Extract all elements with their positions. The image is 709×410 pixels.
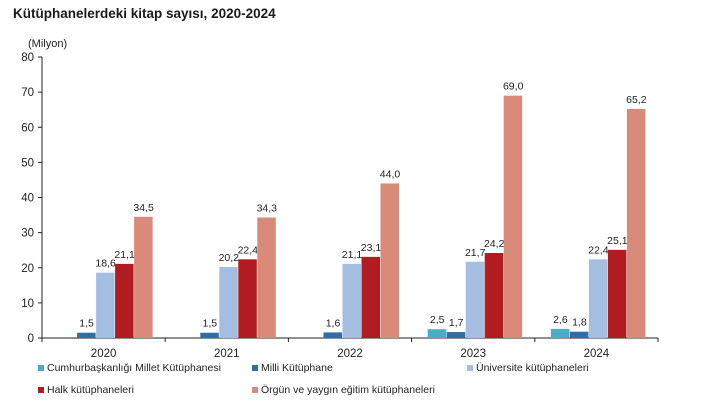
chart-title: Kütüphanelerdeki kitap sayısı, 2020-2024	[13, 6, 276, 21]
legend-item-universite: Üniversite kütüphaneleri	[467, 362, 589, 374]
bar	[96, 272, 115, 338]
x-category-label: 2021	[214, 348, 240, 360]
bar	[323, 332, 342, 338]
legend-swatch-icon	[38, 365, 44, 371]
bar-value-label: 24,2	[484, 238, 505, 250]
bar	[465, 261, 485, 338]
bar	[219, 267, 238, 338]
bar-value-label: 1,5	[202, 318, 217, 330]
bar	[361, 256, 380, 338]
bar-value-label: 21,7	[465, 247, 486, 259]
bar	[134, 216, 153, 338]
bar	[550, 328, 570, 338]
bar-value-label: 2,6	[553, 314, 568, 326]
y-tick-label: 80	[21, 52, 34, 64]
legend-item-orgun: Örgün ve yaygın eğitim kütüphaneleri	[252, 384, 435, 396]
bar-chart: 010203040506070801,518,621,134,520201,52…	[21, 52, 659, 360]
bar-value-label: 20,2	[219, 252, 240, 264]
bar	[588, 259, 608, 338]
bar	[342, 263, 361, 338]
legend-item-milli: Milli Kütüphane	[252, 362, 333, 374]
x-category-label: 2020	[91, 348, 117, 360]
legend: Cumhurbaşkanlığı Millet Kütüphanesi Mill…	[0, 362, 709, 402]
legend-swatch-icon	[252, 365, 258, 371]
bar-value-label: 21,1	[114, 249, 135, 261]
legend-label: Cumhurbaşkanlığı Millet Kütüphanesi	[47, 362, 221, 374]
bar-value-label: 23,1	[361, 242, 382, 254]
x-category-label: 2024	[584, 348, 610, 360]
bar	[200, 332, 219, 338]
bar-value-label: 1,8	[572, 317, 587, 329]
legend-swatch-icon	[38, 387, 44, 393]
x-category-label: 2023	[460, 348, 486, 360]
y-axis-unit-label: (Milyon)	[28, 38, 68, 50]
bar-value-label: 21,1	[342, 249, 363, 261]
legend-item-halk: Halk kütüphaneleri	[38, 384, 134, 396]
y-tick-label: 40	[21, 193, 34, 205]
bar	[77, 332, 96, 338]
bar	[238, 259, 257, 338]
y-tick-label: 10	[21, 298, 34, 310]
bar	[427, 329, 447, 338]
bar-value-label: 34,5	[133, 202, 154, 214]
legend-label: Milli Kütüphane	[261, 362, 333, 374]
bar-value-label: 44,0	[380, 168, 401, 180]
bar-value-label: 22,4	[588, 244, 609, 256]
bar-value-label: 65,2	[626, 94, 647, 106]
y-tick-label: 30	[21, 228, 34, 240]
bar-value-label: 69,0	[503, 81, 524, 93]
bar-value-label: 1,7	[449, 317, 464, 329]
bar-value-label: 25,1	[607, 235, 628, 247]
legend-label: Üniversite kütüphaneleri	[476, 362, 589, 374]
legend-swatch-icon	[252, 387, 258, 393]
bar	[503, 95, 523, 338]
bar-value-label: 1,6	[326, 317, 341, 329]
bar	[380, 183, 399, 338]
y-tick-label: 0	[28, 333, 34, 345]
y-tick-label: 50	[21, 157, 34, 169]
bar	[257, 217, 276, 338]
bar-value-label: 2,5	[430, 314, 445, 326]
legend-label: Örgün ve yaygın eğitim kütüphaneleri	[261, 384, 435, 396]
bar-value-label: 18,6	[95, 258, 116, 270]
y-tick-label: 60	[21, 122, 34, 134]
bar-value-label: 22,4	[238, 244, 259, 256]
bar	[569, 331, 589, 338]
bar	[626, 108, 646, 338]
x-category-label: 2022	[337, 348, 363, 360]
legend-item-millet: Cumhurbaşkanlığı Millet Kütüphanesi	[38, 362, 221, 374]
legend-swatch-icon	[467, 365, 473, 371]
bar-value-label: 1,5	[79, 318, 94, 330]
bar	[484, 252, 504, 338]
bar	[607, 249, 627, 338]
bar	[446, 332, 466, 338]
bar	[115, 263, 134, 338]
legend-label: Halk kütüphaneleri	[47, 384, 134, 396]
y-tick-label: 70	[21, 87, 34, 99]
y-tick-label: 20	[21, 263, 34, 275]
bar-value-label: 34,3	[257, 203, 278, 215]
